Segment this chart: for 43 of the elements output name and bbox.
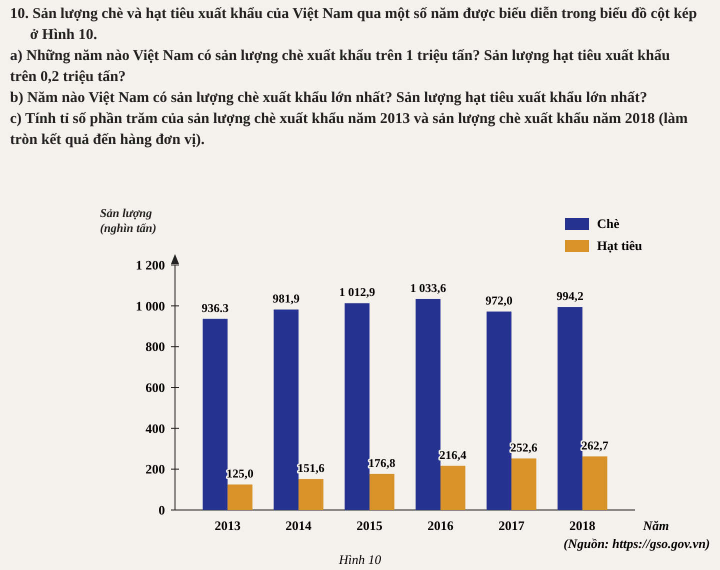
- data-label: 936.3: [202, 300, 229, 315]
- text: c) Tính tỉ số phần trăm của sản lượng chè xuất khẩu năm 2013 và sản lượng chè xuất khẩu năm 2018 (làm tròn kết quả đến hàng đơn vị).: [10, 111, 688, 148]
- bar: [344, 303, 370, 510]
- data-label: 972,0: [486, 294, 513, 308]
- x-tick-label: 2018: [569, 518, 596, 533]
- bar: [486, 312, 512, 510]
- y-tick-label: 200: [146, 462, 165, 477]
- bar: [582, 456, 608, 510]
- x-tick-label: 2016: [427, 518, 454, 533]
- bar: [228, 484, 252, 510]
- x-tick-label: 2013: [214, 518, 242, 533]
- bar: [416, 298, 440, 510]
- y-tick-label: 400: [146, 420, 165, 436]
- text: Hình 10: [338, 552, 382, 567]
- data-label: 1 033,6: [410, 280, 446, 295]
- x-tick-label: 2014: [286, 518, 312, 533]
- data-label: 1 012,9: [339, 285, 376, 300]
- y-tick-label: 600: [146, 380, 165, 396]
- bar: [370, 474, 394, 510]
- x-axis-title: Năm: [642, 518, 669, 533]
- text: a) Những năm nào Việt Nam có sản lượng chè xuất khẩu trên 1 triệu tấn? Sản lượng hạt tiêu xuất khẩu trên 0,2 triệu tấn?: [10, 48, 670, 85]
- data-label: 994,2: [556, 289, 584, 304]
- x-tick-label: 2015: [356, 518, 384, 533]
- bar: [511, 458, 536, 510]
- bar: [274, 310, 299, 510]
- data-label: 125,0: [226, 466, 254, 480]
- data-label: 151,6: [297, 461, 324, 476]
- bar: [558, 307, 582, 510]
- legend-label: Chè: [597, 216, 620, 231]
- y-axis-title: Sản lượng (nghìn tấn): [100, 206, 156, 235]
- y-tick-label: 0: [158, 502, 165, 518]
- legend-label: Hạt tiêu: [597, 238, 642, 253]
- x-tick-label: 2017: [498, 518, 525, 533]
- text: (Nguồn: https://gso.gov.vn): [564, 536, 710, 551]
- y-tick-label: 1 200: [136, 258, 165, 273]
- bar: [202, 318, 228, 510]
- y-tick-label: 1 000: [136, 298, 165, 314]
- bar: [298, 479, 324, 510]
- data-label: 981,9: [272, 292, 300, 306]
- bar: [440, 466, 466, 510]
- y-tick-label: 800: [146, 339, 165, 354]
- chart-title: 10. Sản lượng chè và hạt tiêu xuất khẩu của Việt Nam qua một số năm được biểu diễn trong biểu đồ cột kép ở Hình 10.: [10, 6, 697, 43]
- text: b) Năm nào Việt Nam có sản lượng chè xuất khẩu lớn nhất? Sản lượng hạt tiêu xuất khẩu lớn nhất?: [10, 90, 648, 106]
